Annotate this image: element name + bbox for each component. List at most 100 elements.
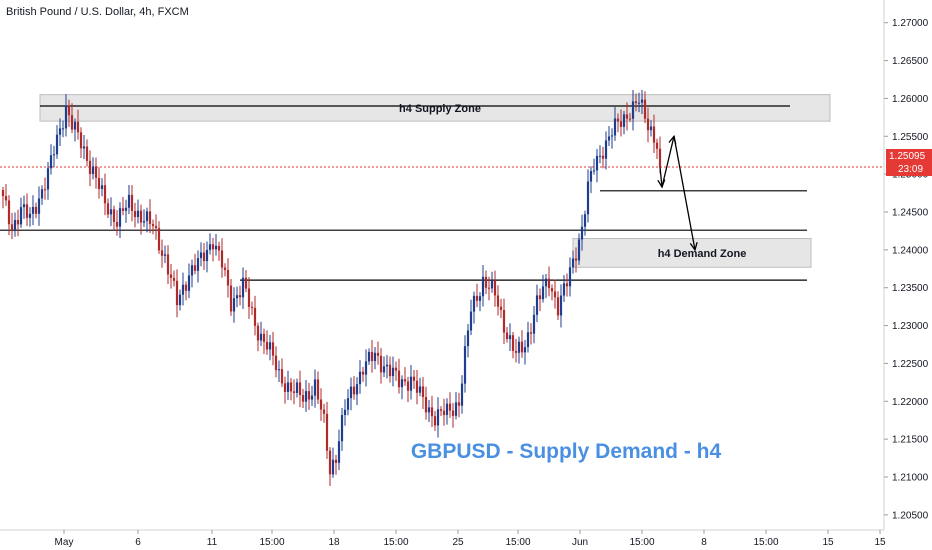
candle-body: [343, 409, 347, 415]
candle-body: [592, 170, 596, 172]
candle-body: [397, 370, 401, 388]
candle-body: [517, 341, 521, 353]
candle-body: [202, 252, 206, 262]
candle-body: [154, 226, 158, 229]
y-tick-label: 1.21000: [892, 473, 929, 484]
supply-zone: [39, 94, 831, 122]
candle-body: [325, 413, 329, 451]
candle-body: [451, 410, 455, 416]
candle-body: [283, 383, 287, 392]
candle-body: [115, 222, 119, 227]
candle-body: [19, 207, 23, 225]
candle-body: [385, 364, 389, 367]
candle-body: [1, 190, 5, 197]
candle-body: [655, 142, 659, 149]
candle-body: [547, 278, 551, 289]
candle-body: [445, 403, 449, 415]
candle-body: [244, 277, 248, 289]
candle-body: [22, 204, 26, 208]
y-tick-label: 1.26500: [892, 56, 929, 67]
price-axis: 1.270001.265001.260001.255001.250001.245…: [883, 0, 929, 530]
candle-body: [490, 280, 494, 289]
candle-body: [511, 335, 515, 351]
forecast-arrowhead: [689, 241, 698, 252]
time-axis: May 6 11 15:00 18 15:00 25 15:00 Jun 15:00 8 15:00 1…: [0, 529, 886, 548]
candle-body: [46, 168, 50, 190]
candle-body: [331, 459, 335, 475]
y-tick-label: 1.23000: [892, 321, 929, 332]
candle-body: [472, 295, 476, 312]
candle-body: [628, 118, 632, 120]
candle-body: [538, 295, 542, 300]
candle-body: [70, 115, 74, 130]
candle-body: [370, 351, 374, 362]
candle-body: [256, 325, 260, 341]
candle-body: [121, 208, 125, 211]
candle-body: [13, 220, 17, 230]
candle-body: [553, 291, 557, 298]
candle-body: [58, 128, 62, 135]
candle-body: [286, 382, 290, 392]
y-tick-label: 1.24500: [892, 208, 929, 219]
candle-body: [544, 278, 548, 287]
candle-body: [460, 383, 464, 406]
x-tick-label: 15: [822, 537, 834, 548]
candle-body: [109, 209, 113, 215]
candle-body: [394, 367, 398, 371]
candle-body: [64, 105, 68, 129]
candle-body: [211, 244, 215, 250]
y-tick-label: 1.20500: [892, 510, 929, 521]
candle-body: [271, 342, 275, 356]
candle-body: [160, 250, 164, 256]
level-lines: [0, 105, 807, 281]
candle-body: [226, 269, 230, 286]
candle-body: [505, 332, 509, 340]
candle-body: [358, 371, 362, 385]
candle-body: [475, 295, 479, 301]
price-tag-value: 1.25095: [889, 151, 926, 162]
candle-body: [337, 441, 341, 463]
candle-body: [277, 369, 281, 371]
candle-body: [643, 99, 647, 119]
candle-body: [205, 249, 209, 262]
candle-body: [16, 220, 20, 225]
candle-body: [457, 402, 461, 406]
candle-body: [133, 210, 137, 218]
candle-body: [112, 209, 116, 223]
candle-body: [163, 254, 167, 256]
candle-body: [535, 295, 539, 315]
zones-layer: [39, 94, 831, 268]
y-tick-label: 1.22500: [892, 359, 929, 370]
candle-body: [568, 267, 572, 287]
candle-body: [550, 288, 554, 292]
candle-body: [646, 118, 650, 131]
candle-body: [379, 355, 383, 373]
candle-body: [418, 386, 422, 393]
candles-layer: [1, 89, 662, 486]
candle-body: [136, 210, 140, 218]
candle-body: [130, 194, 134, 211]
price-tag-countdown: 23:09: [898, 164, 923, 175]
candle-body: [118, 208, 122, 227]
candle-body: [178, 294, 182, 306]
candle-body: [328, 450, 332, 475]
candle-body: [157, 228, 161, 251]
candle-body: [607, 136, 611, 141]
candle-body: [229, 285, 233, 312]
candle-body: [142, 221, 146, 223]
candle-body: [622, 114, 626, 127]
candle-body: [208, 244, 212, 250]
candle-body: [319, 399, 323, 410]
candle-body: [463, 346, 467, 384]
candle-body: [79, 132, 83, 149]
supply-zone-label: h4 Supply Zone: [399, 103, 481, 115]
x-tick-label: 15:00: [505, 537, 530, 548]
candle-body: [625, 114, 629, 119]
candle-body: [619, 121, 623, 127]
current-price-tag: 1.25095 23:09: [886, 149, 932, 176]
candle-body: [40, 189, 44, 199]
candle-body: [7, 200, 11, 225]
candle-body: [169, 274, 173, 278]
candle-body: [502, 309, 506, 333]
